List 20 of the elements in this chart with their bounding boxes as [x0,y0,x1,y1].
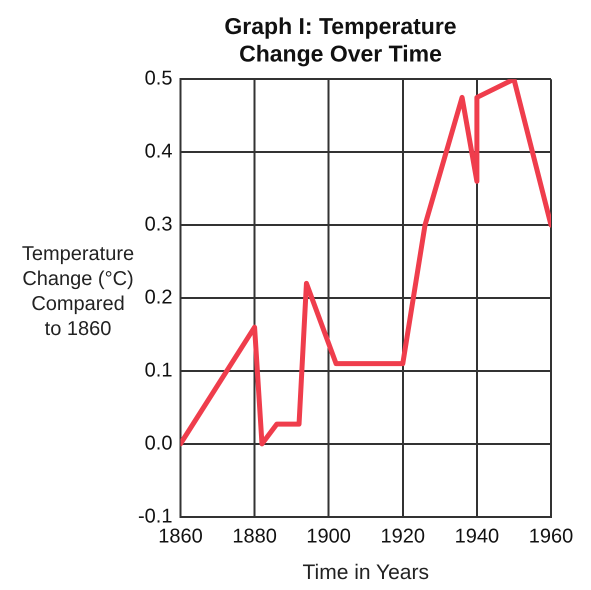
text: Temperature [22,243,134,266]
y-tick-label: 0.3 [144,214,172,236]
y-tick-label: 0.2 [144,286,172,309]
text: Change (°C) [22,268,134,290]
text: Change Over Time [239,40,442,67]
x-tick-label: 1860 [158,525,203,548]
y-tick-label: 0.0 [144,432,172,454]
y-tick-label: 0.1 [144,359,172,382]
y-tick-label: -0.1 [138,505,172,528]
x-tick-label: 1940 [454,525,500,548]
x-tick-label: 1880 [232,525,277,548]
y-tick-label: 0.5 [144,68,172,90]
y-tick-label: 0.4 [144,140,172,163]
text: Graph I: Temperature [224,13,457,40]
text: to 1860 [44,318,112,340]
x-axis-title: Time in Years [302,561,429,584]
x-tick-label: 1900 [306,525,351,548]
x-tick-label: 1960 [528,525,574,548]
text: Compared [31,293,125,316]
x-tick-label: 1920 [380,525,426,548]
